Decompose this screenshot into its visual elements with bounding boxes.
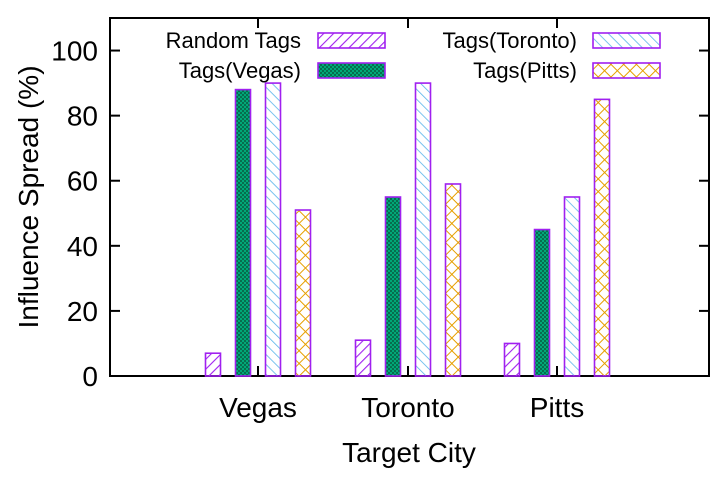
bar	[354, 339, 372, 377]
y-tick-label: 20	[67, 296, 98, 327]
legend: Random Tags Tags(Vegas) Tags(Toronto) Tags(…	[166, 28, 661, 83]
legend-swatch	[317, 62, 386, 79]
y-axis: 0 20 40 60 80 100	[51, 36, 709, 392]
y-tick-label: 80	[67, 101, 98, 132]
bar	[503, 342, 521, 377]
y-tick-label: 0	[82, 361, 98, 392]
x-axis-title: Target City	[342, 437, 476, 468]
x-tick-label: Toronto	[361, 392, 454, 423]
y-axis-title: Influence Spread (%)	[13, 65, 44, 328]
y-tick-label: 60	[67, 166, 98, 197]
bar	[414, 82, 432, 377]
bar	[234, 88, 252, 377]
y-tick-label: 40	[67, 231, 98, 262]
bar	[444, 183, 462, 377]
bar	[294, 209, 312, 377]
bar	[533, 228, 551, 377]
legend-label: Tags(Vegas)	[179, 58, 301, 83]
bars	[204, 82, 611, 377]
legend-label: Tags(Pitts)	[473, 58, 577, 83]
legend-label: Tags(Toronto)	[442, 28, 577, 53]
bar	[264, 82, 282, 377]
legend-swatch	[592, 62, 661, 79]
bar	[204, 352, 222, 377]
bar	[563, 196, 581, 377]
y-tick-label: 100	[51, 36, 98, 67]
x-axis: Vegas Toronto Pitts	[219, 18, 584, 423]
bar	[593, 98, 611, 377]
legend-label: Random Tags	[166, 28, 301, 53]
legend-swatch	[317, 32, 386, 49]
plot-frame	[109, 17, 710, 377]
x-tick-label: Pitts	[530, 392, 584, 423]
x-tick-label: Vegas	[219, 392, 297, 423]
legend-swatch	[592, 32, 661, 49]
bar	[384, 196, 402, 377]
